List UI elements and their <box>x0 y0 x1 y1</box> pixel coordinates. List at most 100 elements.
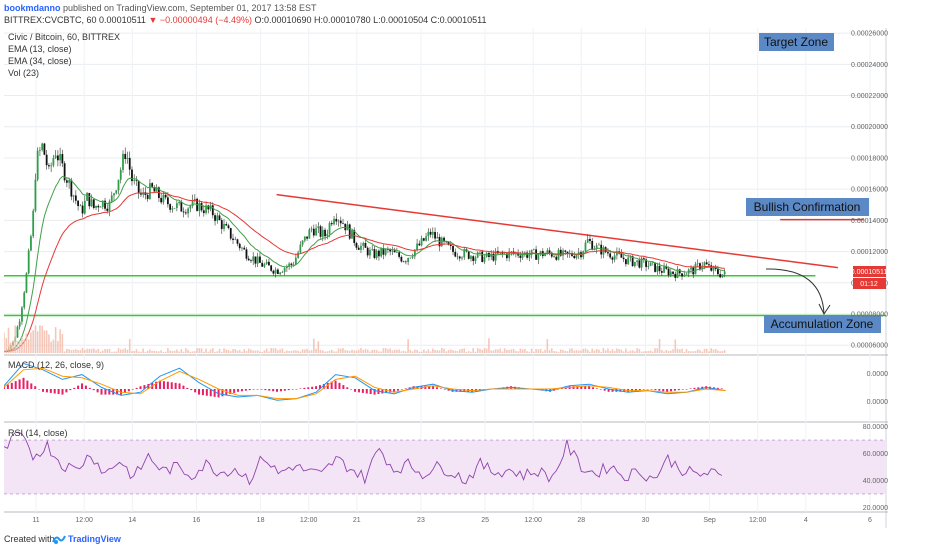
candle-body <box>723 271 726 275</box>
candle-body <box>620 253 623 258</box>
volume-bar <box>211 348 214 353</box>
candle-body <box>382 248 385 255</box>
macd-histogram-bar <box>155 381 158 389</box>
volume-bar <box>238 350 241 353</box>
candle-body <box>337 220 340 222</box>
macd-histogram-bar <box>424 386 427 389</box>
macd-histogram-bar <box>143 385 146 389</box>
candle-body <box>274 269 277 274</box>
volume-bar <box>494 349 497 353</box>
candle-body <box>182 211 185 213</box>
rsi-pane[interactable] <box>3 431 886 495</box>
legend-title: Civic / Bitcoin, 60, BITTREX <box>8 32 120 42</box>
ohlc-values: O:0.00010690 H:0.00010780 L:0.00010504 C… <box>254 15 487 25</box>
volume-bar <box>317 341 320 353</box>
macd-histogram-bar <box>556 389 559 390</box>
rsi-legend[interactable]: RSI (14, close) <box>8 428 68 438</box>
accumulation-zone-box[interactable]: Accumulation Zone <box>764 315 881 333</box>
volume-bar <box>272 348 275 353</box>
volume-bar <box>512 348 515 353</box>
candle-body <box>472 256 475 261</box>
volume-bar <box>539 348 542 353</box>
candle-body <box>463 249 466 258</box>
volume-bar <box>678 349 681 353</box>
volume-bar <box>391 350 394 353</box>
volume-bar <box>205 348 207 353</box>
volume-bar <box>389 348 391 353</box>
macd-histogram-bar <box>264 389 267 391</box>
target-zone-box[interactable]: Target Zone <box>759 33 834 51</box>
candle-body <box>184 212 187 214</box>
bullish-confirmation-box[interactable]: Bullish Confirmation <box>746 198 869 216</box>
volume-bar <box>611 349 614 353</box>
candle-body <box>371 249 374 250</box>
volume-bar <box>364 348 367 353</box>
volume-bar <box>580 350 582 353</box>
volume-bar <box>723 349 726 353</box>
candle-body <box>393 250 396 253</box>
change-arrow-icon: ▼ <box>148 15 158 25</box>
volume-bar <box>467 350 470 353</box>
candle-body <box>530 249 533 255</box>
volume-bar <box>461 348 463 353</box>
candle-body <box>34 179 37 211</box>
candle-body <box>449 244 452 247</box>
macd-histogram-bar <box>311 386 314 389</box>
volume-bar <box>277 350 279 353</box>
volume-bar <box>189 351 192 353</box>
candle-body <box>422 238 425 241</box>
volume-bar <box>479 348 481 353</box>
candle-body <box>268 261 270 266</box>
macd-histogram-bar <box>584 386 587 389</box>
last-price-tag-text: 0.00010511 <box>851 269 888 276</box>
volume-bar <box>23 339 26 353</box>
macd-histogram-bar <box>209 389 212 397</box>
volume-bar <box>456 351 459 353</box>
macd-histogram-bar <box>194 389 197 393</box>
price-tick-label: 0.00012000 <box>851 249 888 256</box>
macd-histogram-bar <box>373 389 376 395</box>
macd-histogram-bar <box>252 389 255 390</box>
volume-bar <box>369 351 371 353</box>
candle-body <box>355 242 358 248</box>
chart-header: bookmdanno published on TradingView.com,… <box>0 0 932 28</box>
candle-body <box>135 180 138 181</box>
candle-body <box>328 223 331 234</box>
macd-pane[interactable] <box>3 362 726 401</box>
candle-body <box>207 205 210 210</box>
volume-bar <box>306 348 308 353</box>
macd-histogram-bar <box>116 389 119 395</box>
macd-histogram-bar <box>662 389 665 392</box>
candle-body <box>571 252 573 256</box>
volume-bar <box>261 351 263 353</box>
chart-area[interactable]: Target Zone Bullish Confirmation Accumul… <box>3 28 888 528</box>
macd-histogram-bar <box>6 384 9 389</box>
volume-bar <box>501 351 504 353</box>
candle-body <box>153 187 156 192</box>
volume-bar <box>674 339 677 353</box>
candle-body <box>573 255 576 259</box>
legend-volume[interactable]: Vol (23) <box>8 68 39 78</box>
candle-body <box>440 237 443 247</box>
candle-body <box>225 223 228 226</box>
macd-histogram-bar <box>276 389 279 392</box>
legend-ema34[interactable]: EMA (34, close) <box>8 56 72 66</box>
chart-canvas[interactable]: Target Zone Bullish Confirmation Accumul… <box>3 28 888 528</box>
volume-bar <box>30 332 32 353</box>
volume-bar <box>476 348 479 353</box>
volume-bar <box>122 349 124 353</box>
time-tick-label: 12:00 <box>300 517 318 524</box>
legend-ema13[interactable]: EMA (13, close) <box>8 44 72 54</box>
volume-bar <box>351 349 353 353</box>
candle-body <box>600 244 603 255</box>
time-axis[interactable]: 11 12:00 14 16 18 12:00 21 23 25 12:00 28 30 Sep 12:0… <box>32 517 872 524</box>
candle-body <box>72 195 75 197</box>
candle-body <box>366 247 369 256</box>
price-series <box>3 142 726 353</box>
author-name[interactable]: bookmdanno <box>4 3 61 13</box>
volume-bar <box>546 339 549 353</box>
tradingview-brand[interactable]: TradingView <box>68 534 121 544</box>
candle-body <box>638 260 641 268</box>
volume-bar <box>126 349 129 353</box>
macd-legend[interactable]: MACD (12, 26, close, 9) <box>8 360 104 370</box>
